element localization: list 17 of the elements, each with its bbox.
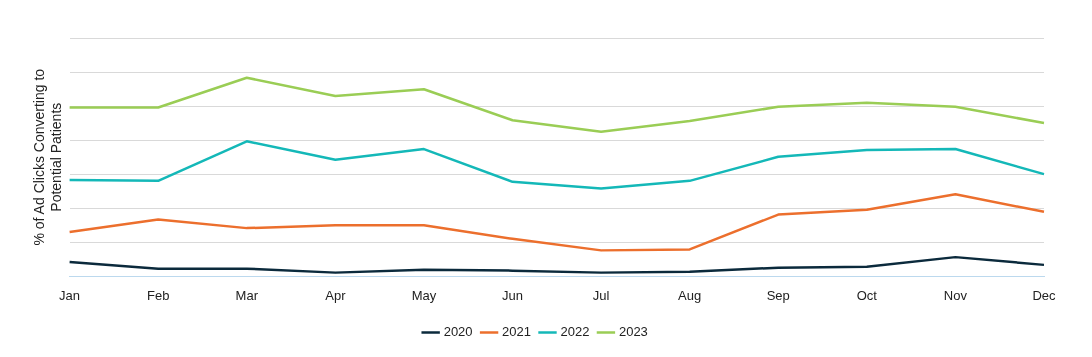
x-tick-label: Mar	[235, 287, 259, 303]
x-tick-label: Jan	[59, 287, 81, 303]
x-tick-label: Jul	[592, 287, 610, 303]
x-tick-label: Jun	[502, 287, 523, 303]
y-axis-title: % of Ad Clicks Converting to Potential Patients	[31, 68, 65, 246]
x-tick-label: Apr	[325, 287, 347, 303]
x-tick-label: Nov	[943, 287, 968, 303]
x-tick-label: Sep	[766, 287, 790, 303]
legend-label: 2020	[443, 324, 473, 340]
legend-label: 2021	[502, 324, 531, 340]
x-tick-label: Oct	[856, 287, 878, 303]
legend-label: 2023	[618, 324, 648, 340]
legend-label: 2022	[560, 324, 590, 340]
x-tick-label: Feb	[146, 287, 170, 303]
x-tick-label: Aug	[678, 287, 702, 303]
x-tick-label: Dec	[1032, 287, 1057, 303]
x-tick-label: May	[411, 287, 437, 303]
